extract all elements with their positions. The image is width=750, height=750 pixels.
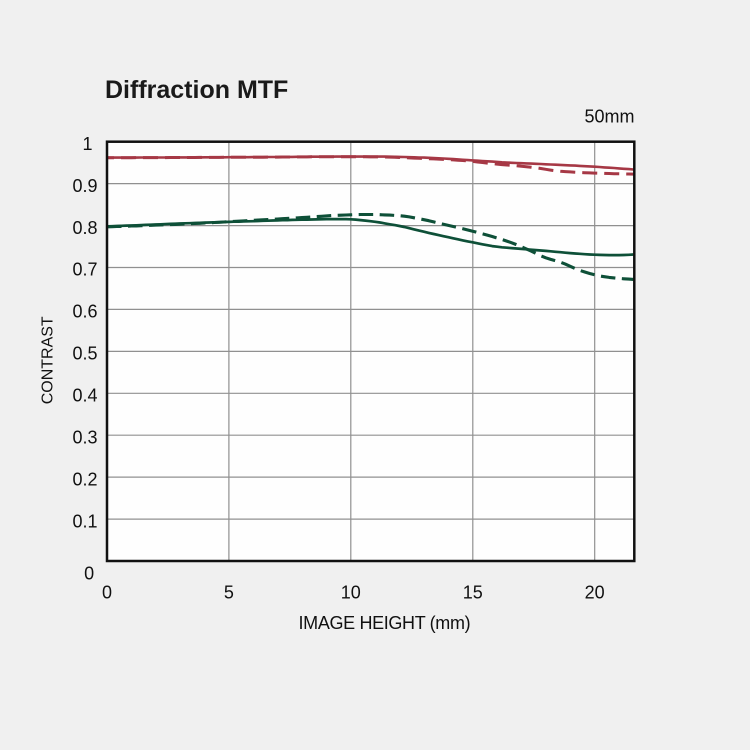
- svg-text:CONTRAST: CONTRAST: [40, 316, 57, 404]
- svg-text:IMAGE HEIGHT (mm): IMAGE HEIGHT (mm): [299, 613, 471, 633]
- svg-text:0.5: 0.5: [72, 344, 97, 364]
- svg-text:1: 1: [82, 134, 92, 154]
- svg-text:0: 0: [84, 564, 94, 584]
- svg-text:0.9: 0.9: [72, 176, 97, 196]
- svg-text:10: 10: [341, 583, 361, 603]
- svg-text:50mm: 50mm: [584, 107, 634, 127]
- svg-text:0.2: 0.2: [72, 469, 97, 489]
- svg-text:0.1: 0.1: [72, 511, 97, 531]
- svg-text:0.4: 0.4: [72, 386, 97, 406]
- svg-text:0.3: 0.3: [72, 427, 97, 447]
- svg-text:0.6: 0.6: [72, 302, 97, 322]
- svg-text:5: 5: [224, 583, 234, 603]
- svg-text:15: 15: [463, 583, 483, 603]
- svg-text:0: 0: [102, 583, 112, 603]
- svg-text:20: 20: [585, 583, 605, 603]
- svg-text:Diffraction MTF: Diffraction MTF: [105, 76, 288, 104]
- svg-text:0.8: 0.8: [72, 218, 97, 238]
- svg-text:0.7: 0.7: [72, 260, 97, 280]
